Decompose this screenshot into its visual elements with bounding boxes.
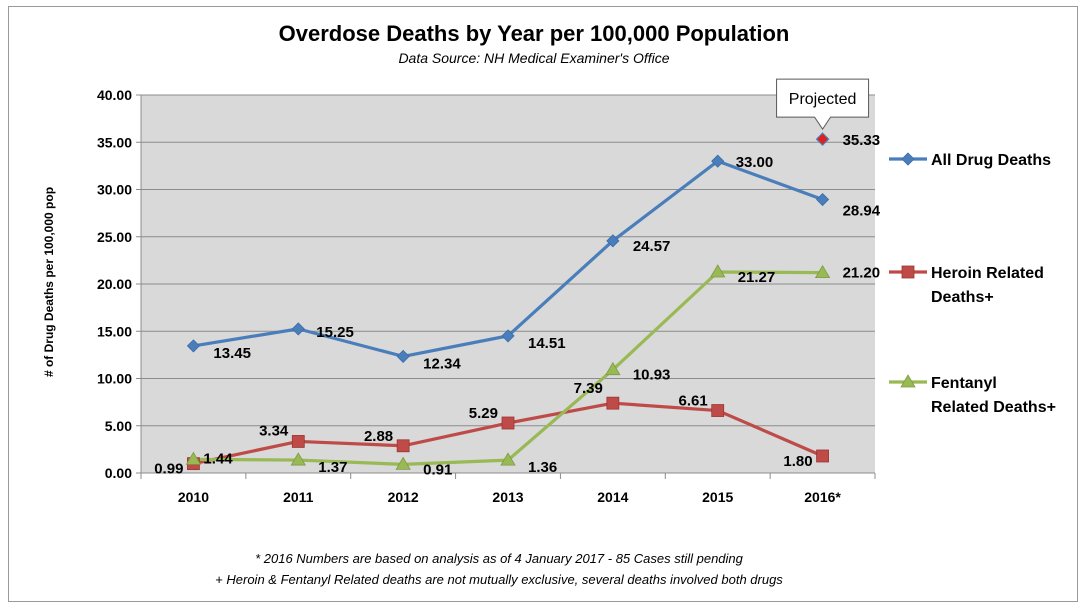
data-point [501,329,515,343]
y-tick-label: 0.00 [105,465,132,481]
data-point [291,435,305,448]
legend-marker [901,152,915,166]
y-tick-label: 5.00 [105,418,132,434]
y-tick-label: 15.00 [97,323,132,339]
chart-subtitle: Data Source: NH Medical Examiner's Offic… [398,50,669,66]
legend-label: Heroin Related [931,265,1044,282]
data-point [605,361,621,376]
data-point [606,234,620,248]
data-point [500,452,516,466]
footnote-2: + Heroin & Fentanyl Related deaths are n… [215,572,783,587]
data-point [396,439,410,453]
data-label: 28.94 [843,203,881,220]
x-tick-label: 2014 [597,489,628,505]
data-point [711,404,725,417]
legend: All Drug Deaths Heroin Related Deaths+ Fent… [889,152,1056,416]
data-label: 5.29 [469,405,498,422]
plot-area: 0.00 5.00 10.00 15.00 20.00 25.00 30.00 35.00 40… [97,78,881,505]
y-tick-label: 20.00 [97,276,132,292]
projected-callout [776,78,870,131]
data-label: 0.91 [423,461,452,478]
data-label: 15.25 [316,324,354,341]
legend-label: Fentanyl [931,375,997,392]
data-point [606,396,620,410]
data-label: 33.00 [736,154,774,171]
y-tick-label: 40.00 [97,87,132,103]
data-point [396,349,410,363]
data-label: 14.51 [528,335,566,352]
y-tick-label: 25.00 [97,229,132,245]
x-tick-label: 2010 [178,489,209,505]
data-point [395,456,411,470]
x-tick-label: 2013 [492,489,523,505]
data-label: 12.34 [423,355,461,372]
legend-label: Deaths+ [931,289,994,306]
projected-callout-text: Projected [789,91,857,108]
data-point [710,264,726,278]
data-point [816,192,830,207]
data-label: 2.88 [364,428,393,445]
data-point [816,449,829,463]
data-point [501,416,515,430]
y-tick-label: 30.00 [97,182,132,198]
data-label: 1.44 [203,450,233,467]
data-point [186,339,200,353]
data-label: 21.27 [738,269,776,286]
legend-marker [901,265,915,279]
data-label: 1.37 [318,459,347,476]
y-axis-label: # of Drug Deaths per 100,000 pop [42,187,56,377]
data-label: 24.57 [633,238,671,255]
chart: Overdose Deaths by Year per 100,000 Popu… [42,21,1056,587]
data-label: 7.39 [574,380,603,397]
y-tick-label: 10.00 [97,371,132,387]
data-label: 1.80 [783,453,812,470]
projected-point [815,132,830,146]
data-point [185,451,202,465]
data-point [711,154,725,168]
legend-marker [900,374,916,388]
legend-label: All Drug Deaths [931,152,1051,169]
x-tick-label: 2016* [804,489,841,505]
data-label: 21.20 [843,265,881,282]
y-tick-label: 35.00 [97,134,132,150]
data-point [290,452,306,466]
data-label: 1.36 [528,459,557,476]
data-label: 6.61 [679,393,708,410]
chart-title: Overdose Deaths by Year per 100,000 Popu… [279,21,790,46]
data-label: 0.99 [154,461,183,478]
data-label: 10.93 [633,367,671,384]
legend-label: Related Deaths+ [931,399,1056,416]
data-point [291,322,305,336]
data-label: 3.34 [259,422,289,439]
data-label: 13.45 [213,345,251,362]
x-tick-label: 2012 [388,489,419,505]
footnote-1: * 2016 Numbers are based on analysis as … [255,551,744,566]
chart-frame: Overdose Deaths by Year per 100,000 Popu… [8,6,1078,602]
x-tick-label: 2011 [283,489,314,505]
projected-label: 35.33 [843,132,881,149]
x-tick-label: 2015 [702,489,733,505]
data-point [814,264,831,279]
